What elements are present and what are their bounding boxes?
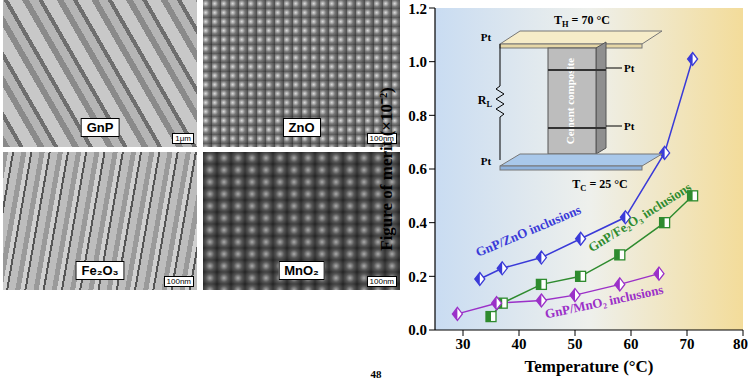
svg-text:70: 70 bbox=[680, 336, 695, 352]
svg-text:0.8: 0.8 bbox=[408, 108, 427, 124]
svg-text:RL: RL bbox=[478, 93, 493, 109]
svg-text:48: 48 bbox=[371, 368, 383, 380]
svg-text:1.0: 1.0 bbox=[408, 54, 427, 70]
svg-text:TH = 70 °C: TH = 70 °C bbox=[554, 13, 610, 29]
svg-text:60: 60 bbox=[624, 336, 639, 352]
svg-text:Pt: Pt bbox=[624, 120, 635, 132]
svg-text:Figure of merit (×10⁻²): Figure of merit (×10⁻²) bbox=[377, 87, 396, 251]
svg-text:TC = 25 °C: TC = 25 °C bbox=[572, 177, 627, 193]
svg-text:Pt: Pt bbox=[481, 155, 492, 167]
svg-text:80: 80 bbox=[733, 336, 748, 352]
svg-text:50: 50 bbox=[568, 336, 583, 352]
svg-text:GnP/Fe₂O₃ inclusions: GnP/Fe₂O₃ inclusions bbox=[585, 179, 694, 255]
svg-text:Pt: Pt bbox=[481, 31, 492, 43]
svg-text:0.0: 0.0 bbox=[408, 322, 427, 338]
svg-text:0.2: 0.2 bbox=[408, 269, 427, 285]
svg-text:Pt: Pt bbox=[624, 62, 635, 74]
svg-text:GnP/ZnO inclusions: GnP/ZnO inclusions bbox=[473, 202, 583, 260]
svg-text:0.4: 0.4 bbox=[408, 215, 427, 231]
svg-text:40: 40 bbox=[512, 336, 527, 352]
svg-text:Temperature (°C): Temperature (°C) bbox=[524, 357, 653, 376]
svg-text:1.2: 1.2 bbox=[408, 1, 427, 17]
svg-text:GnP/MnO₂ inclusions: GnP/MnO₂ inclusions bbox=[544, 282, 665, 322]
svg-text:0.6: 0.6 bbox=[408, 161, 427, 177]
svg-text:30: 30 bbox=[456, 336, 471, 352]
svg-text:Cement composite: Cement composite bbox=[564, 58, 576, 145]
